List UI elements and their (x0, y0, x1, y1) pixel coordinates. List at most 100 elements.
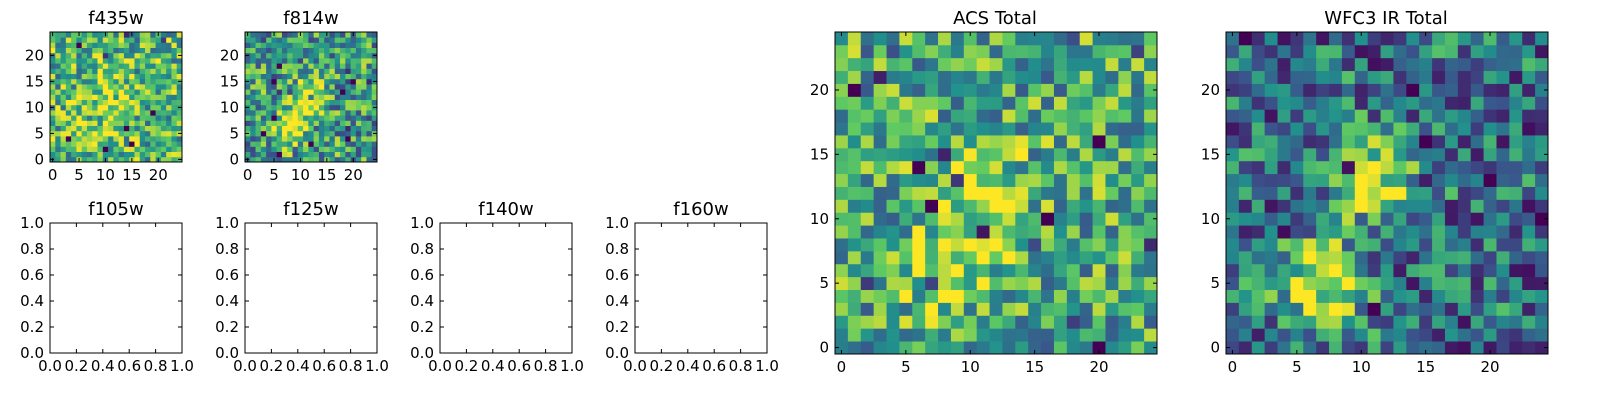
heatmap-cell (1341, 225, 1356, 239)
heatmap-cell (129, 151, 135, 158)
heatmap-cell (108, 99, 114, 106)
heatmap-cell (1316, 199, 1330, 213)
heatmap-cell (1105, 135, 1119, 149)
heatmap-cell (250, 156, 256, 163)
heatmap-cell (1457, 328, 1472, 342)
heatmap-cell (1118, 96, 1132, 110)
heatmap-cell (108, 84, 114, 90)
heatmap-cell (1053, 32, 1068, 46)
heatmap-cell (129, 104, 135, 111)
heatmap-cell (271, 89, 278, 95)
heatmap-cell (71, 141, 77, 147)
heatmap-cell (1496, 250, 1510, 265)
axes-frame (634, 222, 768, 354)
heatmap-cell (963, 289, 978, 303)
heatmap-cell (1226, 186, 1240, 200)
heatmap-cell (989, 135, 1003, 149)
heatmap-cell (1118, 289, 1132, 303)
heatmap-cell (340, 63, 346, 69)
y-tick-label: 0.8 (215, 240, 239, 258)
heatmap-cell (287, 37, 293, 43)
heatmap-cell (886, 276, 900, 290)
heatmap-cell (55, 115, 61, 121)
heatmap-cell (276, 84, 283, 90)
heatmap-cell (1509, 57, 1523, 72)
heatmap-cell (371, 84, 378, 90)
heatmap-cell (81, 136, 88, 142)
heatmap-cell (1457, 109, 1472, 123)
heatmap-cell (950, 173, 965, 187)
x-tick-label: 0 (837, 358, 847, 376)
heatmap-cell (1380, 70, 1394, 84)
heatmap-cell (1535, 328, 1549, 342)
heatmap-cell (1251, 135, 1266, 149)
heatmap-cell (245, 42, 251, 48)
heatmap-cell (1144, 32, 1158, 46)
heatmap-cell (318, 37, 325, 43)
heatmap-cell (318, 52, 325, 59)
heatmap-cell (361, 68, 367, 74)
heatmap-cell (899, 147, 913, 162)
heatmap-cell (1380, 328, 1394, 342)
heatmap-cell (271, 141, 278, 147)
heatmap-cell (912, 341, 926, 355)
heatmap-cell (1144, 250, 1158, 265)
heatmap-cell (860, 57, 875, 72)
heatmap-cell (1277, 276, 1291, 290)
heatmap-cell (166, 89, 172, 95)
heatmap-cell (1226, 263, 1240, 278)
heatmap-cell (1092, 238, 1106, 252)
heatmap-cell (160, 125, 167, 132)
heatmap-cell (1367, 173, 1381, 187)
heatmap-cell (287, 151, 293, 158)
heatmap-cell (963, 44, 978, 59)
heatmap-cell (260, 120, 267, 126)
heatmap-cell (86, 37, 93, 43)
heatmap-cell (281, 130, 288, 137)
heatmap-cell (1522, 199, 1536, 213)
heatmap-cell (55, 63, 61, 69)
heatmap-cell (835, 160, 849, 175)
heatmap-cell (899, 32, 913, 46)
heatmap-cell (1290, 83, 1304, 97)
heatmap-cell (60, 136, 67, 142)
heatmap-cell (355, 151, 362, 158)
heatmap-cell (1483, 263, 1497, 278)
heatmap-cell (366, 63, 373, 69)
heatmap-cell (873, 96, 887, 110)
heatmap-cell (912, 44, 926, 59)
heatmap-cell (1015, 160, 1029, 175)
heatmap-cell (1041, 263, 1055, 278)
heatmap-cell (1380, 212, 1394, 226)
heatmap-cell (71, 89, 77, 95)
heatmap-cell (123, 89, 130, 95)
heatmap-cell (1470, 250, 1484, 265)
heatmap-cell (1496, 225, 1510, 239)
heatmap-cell (92, 37, 98, 43)
heatmap-cell (134, 94, 141, 100)
heatmap-cell (176, 42, 183, 48)
heatmap-cell (361, 37, 367, 43)
heatmap-cell (938, 263, 952, 278)
heatmap-cell (145, 42, 151, 48)
heatmap-cell (847, 96, 862, 110)
heatmap-cell (176, 37, 183, 43)
heatmap-cell (171, 63, 178, 69)
heatmap-cell (50, 58, 56, 64)
heatmap-cell (1053, 57, 1068, 72)
heatmap-cell (150, 99, 156, 106)
heatmap-cell (361, 110, 367, 116)
heatmap-cell (150, 58, 156, 64)
heatmap-cell (989, 96, 1003, 110)
heatmap-cell (318, 130, 325, 137)
heatmap-cell (1419, 289, 1433, 303)
heatmap-cell (266, 110, 272, 116)
heatmap-cell (925, 328, 939, 342)
heatmap-cell (281, 58, 288, 64)
x-tick-label: 0.0 (623, 357, 647, 375)
heatmap-cell (129, 73, 135, 80)
heatmap-cell (134, 89, 141, 95)
heatmap-cell (860, 250, 875, 265)
heatmap-cell (118, 94, 125, 100)
heatmap-cell (287, 68, 293, 74)
